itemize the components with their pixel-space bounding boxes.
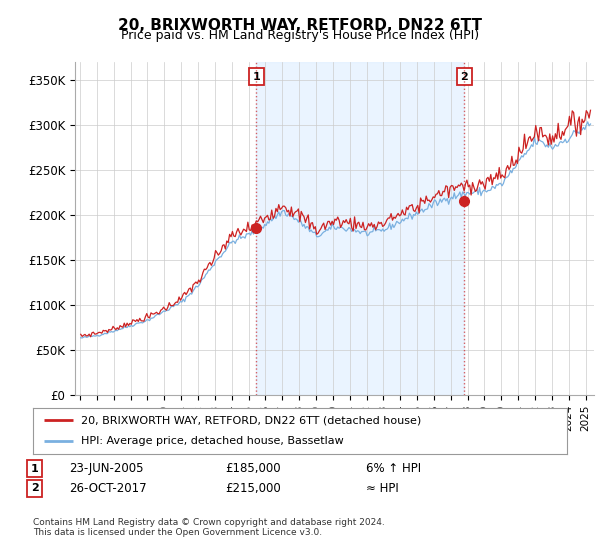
- Text: 20, BRIXWORTH WAY, RETFORD, DN22 6TT: 20, BRIXWORTH WAY, RETFORD, DN22 6TT: [118, 18, 482, 33]
- Text: 2: 2: [461, 72, 468, 82]
- Text: Contains HM Land Registry data © Crown copyright and database right 2024.
This d: Contains HM Land Registry data © Crown c…: [33, 518, 385, 538]
- Text: £185,000: £185,000: [225, 462, 281, 475]
- Text: 1: 1: [31, 464, 38, 474]
- Text: 26-OCT-2017: 26-OCT-2017: [69, 482, 146, 495]
- Text: HPI: Average price, detached house, Bassetlaw: HPI: Average price, detached house, Bass…: [81, 436, 344, 446]
- Text: 6% ↑ HPI: 6% ↑ HPI: [366, 462, 421, 475]
- Text: ≈ HPI: ≈ HPI: [366, 482, 399, 495]
- Text: 1: 1: [253, 72, 260, 82]
- Text: Price paid vs. HM Land Registry's House Price Index (HPI): Price paid vs. HM Land Registry's House …: [121, 29, 479, 42]
- Text: 23-JUN-2005: 23-JUN-2005: [69, 462, 143, 475]
- Bar: [256, 62, 464, 395]
- Text: 20, BRIXWORTH WAY, RETFORD, DN22 6TT (detached house): 20, BRIXWORTH WAY, RETFORD, DN22 6TT (de…: [81, 415, 421, 425]
- Text: 2: 2: [31, 483, 38, 493]
- Text: £215,000: £215,000: [225, 482, 281, 495]
